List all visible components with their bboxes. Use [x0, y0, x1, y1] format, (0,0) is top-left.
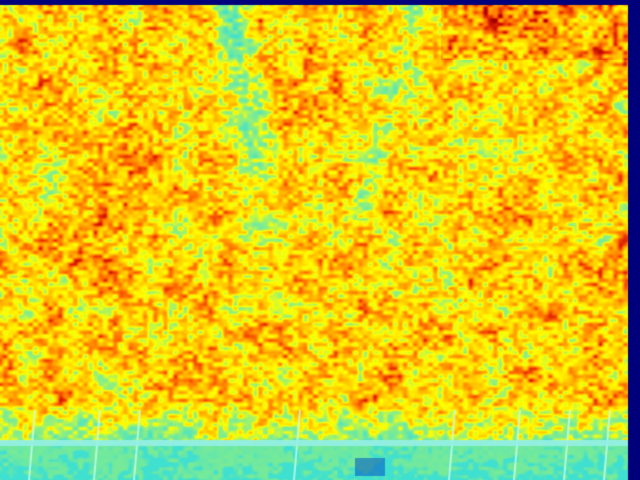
thermal-image — [0, 0, 640, 480]
thermal-canvas — [0, 0, 640, 480]
